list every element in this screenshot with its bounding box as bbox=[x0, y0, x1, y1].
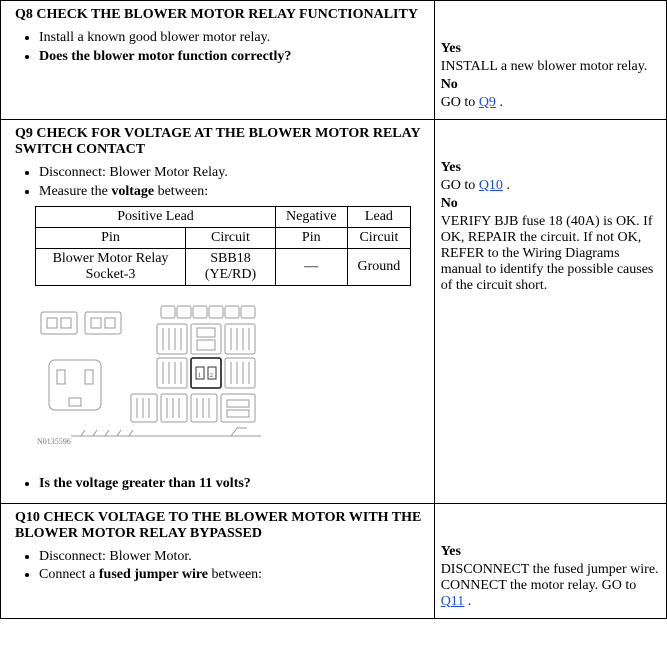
q9-measure-bold: voltage bbox=[111, 184, 154, 199]
q10-yes-label: Yes bbox=[441, 544, 660, 560]
q8-yes-text: INSTALL a new blower motor relay. bbox=[441, 59, 660, 75]
q10-yes-suffix: . bbox=[464, 594, 471, 609]
q9-yes-label: Yes bbox=[441, 160, 660, 176]
td-npin: — bbox=[276, 249, 348, 286]
q9-yes-prefix: GO to bbox=[441, 178, 479, 193]
q9-no-label: No bbox=[441, 196, 660, 212]
q9-disconnect: Disconnect: Blower Motor Relay. bbox=[39, 164, 428, 182]
th-neg-b: Lead bbox=[347, 207, 411, 228]
q9-question-text: Is the voltage greater than 11 volts? bbox=[39, 476, 251, 491]
q9-yes-link[interactable]: Q10 bbox=[479, 178, 503, 193]
q9-measure-post: between: bbox=[154, 184, 208, 199]
q9-right: Yes GO to Q10 . No VERIFY BJB fuse 18 (4… bbox=[435, 120, 666, 503]
q10-title: Q10 CHECK VOLTAGE TO THE BLOWER MOTOR WI… bbox=[15, 510, 428, 542]
q9-title: Q9 CHECK FOR VOLTAGE AT THE BLOWER MOTOR… bbox=[15, 126, 428, 158]
th-npin: Pin bbox=[276, 228, 348, 249]
q9-measure: Measure the voltage between: bbox=[39, 183, 428, 201]
q10-left: Q10 CHECK VOLTAGE TO THE BLOWER MOTOR WI… bbox=[1, 504, 435, 618]
td-ncircuit: Ground bbox=[347, 249, 411, 286]
svg-text:2: 2 bbox=[210, 373, 213, 379]
diagram-id: N0135596 bbox=[37, 437, 71, 446]
q8-title: Q8 CHECK THE BLOWER MOTOR RELAY FUNCTION… bbox=[15, 7, 428, 23]
step-q8: Q8 CHECK THE BLOWER MOTOR RELAY FUNCTION… bbox=[1, 1, 666, 120]
th-positive: Positive Lead bbox=[36, 207, 276, 228]
q10-connect-bold: fused jumper wire bbox=[99, 567, 208, 582]
q8-question-text: Does the blower motor function correctly… bbox=[39, 49, 291, 64]
q9-no-text: VERIFY BJB fuse 18 (40A) is OK. If OK, R… bbox=[441, 214, 660, 294]
fuse-diagram-svg: 1 2 N0135596 bbox=[31, 304, 301, 464]
q10-list: Disconnect: Blower Motor. Connect a fuse… bbox=[7, 548, 428, 584]
q9-list-bottom: Is the voltage greater than 11 volts? bbox=[7, 475, 428, 493]
q8-action: Install a known good blower motor relay. bbox=[39, 29, 428, 47]
q8-right: Yes INSTALL a new blower motor relay. No… bbox=[435, 1, 666, 119]
q9-question: Is the voltage greater than 11 volts? bbox=[39, 475, 428, 493]
lead-table: Positive Lead Negative Lead Pin Circuit … bbox=[35, 206, 411, 286]
q9-yes-text: GO to Q10 . bbox=[441, 178, 660, 194]
td-circuit: SBB18 (YE/RD) bbox=[186, 249, 276, 286]
q9-list-top: Disconnect: Blower Motor Relay. Measure … bbox=[7, 164, 428, 200]
q8-yes-label: Yes bbox=[441, 41, 660, 57]
q9-left: Q9 CHECK FOR VOLTAGE AT THE BLOWER MOTOR… bbox=[1, 120, 435, 503]
diagnostic-table: Q8 CHECK THE BLOWER MOTOR RELAY FUNCTION… bbox=[0, 0, 667, 619]
q8-no-text: GO to Q9 . bbox=[441, 95, 660, 111]
q10-yes-link[interactable]: Q11 bbox=[441, 594, 465, 609]
th-circuit: Circuit bbox=[186, 228, 276, 249]
q10-yes-text: DISCONNECT the fused jumper wire. CONNEC… bbox=[441, 562, 660, 610]
q8-question: Does the blower motor function correctly… bbox=[39, 48, 428, 66]
fuse-diagram: 1 2 N0135596 bbox=[31, 304, 428, 469]
q8-no-link[interactable]: Q9 bbox=[479, 95, 496, 110]
q8-list: Install a known good blower motor relay.… bbox=[7, 29, 428, 65]
q8-no-label: No bbox=[441, 77, 660, 93]
step-q10: Q10 CHECK VOLTAGE TO THE BLOWER MOTOR WI… bbox=[1, 504, 666, 618]
q10-yes-pre: DISCONNECT the fused jumper wire. CONNEC… bbox=[441, 562, 659, 593]
th-neg-a: Negative bbox=[276, 207, 348, 228]
q9-yes-suffix: . bbox=[503, 178, 510, 193]
q9-measure-pre: Measure the bbox=[39, 184, 111, 199]
th-pin: Pin bbox=[36, 228, 186, 249]
q10-connect-pre: Connect a bbox=[39, 567, 99, 582]
step-q9: Q9 CHECK FOR VOLTAGE AT THE BLOWER MOTOR… bbox=[1, 120, 666, 504]
q10-right: Yes DISCONNECT the fused jumper wire. CO… bbox=[435, 504, 666, 618]
q10-connect: Connect a fused jumper wire between: bbox=[39, 566, 428, 584]
td-pin: Blower Motor Relay Socket-3 bbox=[36, 249, 186, 286]
q10-connect-post: between: bbox=[208, 567, 262, 582]
th-ncircuit: Circuit bbox=[347, 228, 411, 249]
q8-left: Q8 CHECK THE BLOWER MOTOR RELAY FUNCTION… bbox=[1, 1, 435, 119]
q8-no-suffix: . bbox=[496, 95, 503, 110]
q8-no-prefix: GO to bbox=[441, 95, 479, 110]
q10-disconnect: Disconnect: Blower Motor. bbox=[39, 548, 428, 566]
svg-text:1: 1 bbox=[198, 373, 201, 379]
